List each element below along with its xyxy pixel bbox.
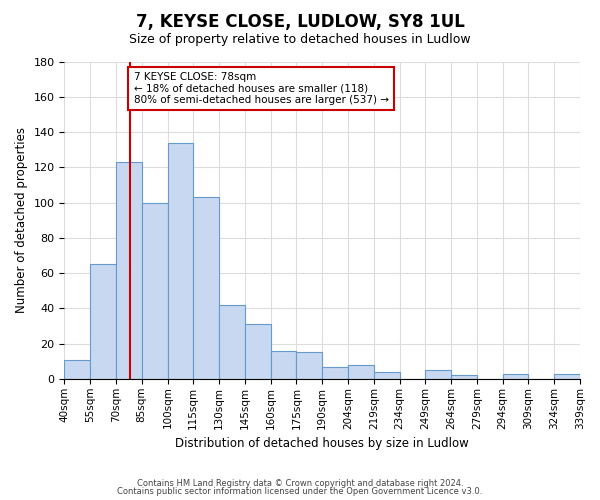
Bar [271, 350, 296, 379]
Text: Size of property relative to detached houses in Ludlow: Size of property relative to detached ho… [129, 32, 471, 46]
Text: 7, KEYSE CLOSE, LUDLOW, SY8 1UL: 7, KEYSE CLOSE, LUDLOW, SY8 1UL [136, 12, 464, 30]
Bar [64, 360, 90, 379]
Bar [503, 374, 529, 379]
Text: 7 KEYSE CLOSE: 78sqm
← 18% of detached houses are smaller (118)
80% of semi-deta: 7 KEYSE CLOSE: 78sqm ← 18% of detached h… [134, 72, 389, 106]
Bar [554, 374, 580, 379]
Bar [245, 324, 271, 379]
X-axis label: Distribution of detached houses by size in Ludlow: Distribution of detached houses by size … [175, 437, 469, 450]
Text: Contains public sector information licensed under the Open Government Licence v3: Contains public sector information licen… [118, 487, 482, 496]
Bar [322, 366, 348, 379]
Y-axis label: Number of detached properties: Number of detached properties [15, 127, 28, 313]
Bar [296, 352, 322, 379]
Bar [116, 162, 142, 379]
Bar [425, 370, 451, 379]
Bar [142, 202, 167, 379]
Bar [374, 372, 400, 379]
Bar [348, 365, 374, 379]
Text: Contains HM Land Registry data © Crown copyright and database right 2024.: Contains HM Land Registry data © Crown c… [137, 478, 463, 488]
Bar [167, 142, 193, 379]
Bar [193, 198, 219, 379]
Bar [219, 305, 245, 379]
Bar [90, 264, 116, 379]
Bar [451, 376, 477, 379]
